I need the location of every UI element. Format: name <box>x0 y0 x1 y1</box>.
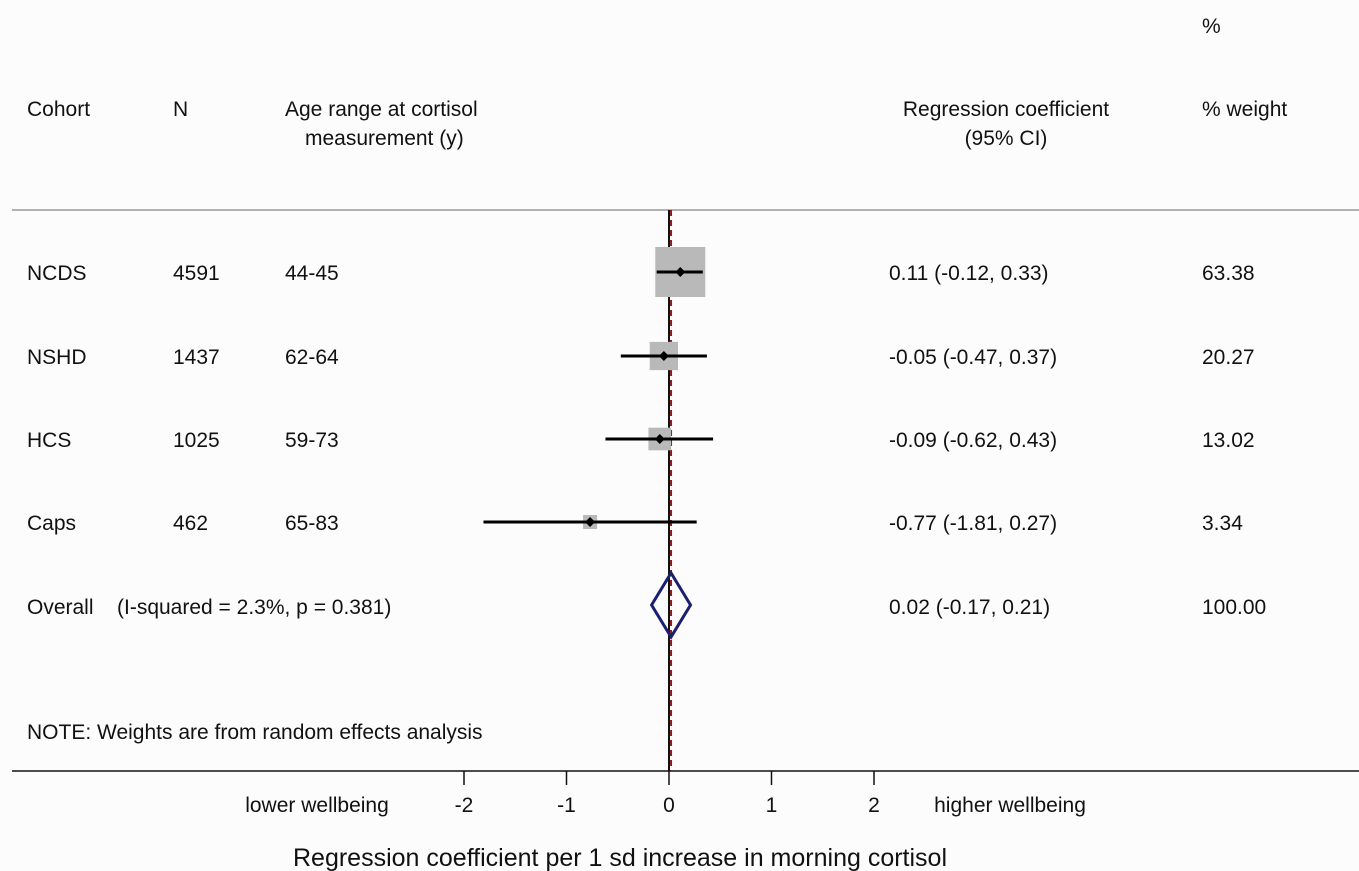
study-cohort: HCS <box>27 429 71 452</box>
study-ci-text: -0.09 (-0.62, 0.43) <box>889 429 1057 452</box>
point-estimate <box>585 517 596 527</box>
overall-weight-text: 100.00 <box>1202 596 1266 619</box>
higher-wellbeing-label: higher wellbeing <box>934 794 1086 817</box>
header-coef-line1: Regression coefficient <box>903 98 1109 121</box>
study-row: NCDS 4591 44-45 0.11 (-0.12, 0.33) 63.38 <box>27 247 1255 297</box>
header-n: N <box>173 98 188 121</box>
overall-diamond <box>649 570 693 640</box>
study-weight-text: 13.02 <box>1202 429 1255 452</box>
study-ci-text: 0.11 (-0.12, 0.33) <box>889 262 1049 285</box>
study-n: 1437 <box>173 346 220 369</box>
study-cohort: NSHD <box>27 346 87 369</box>
study-weight-text: 20.27 <box>1202 346 1255 369</box>
x-tick-label: 0 <box>663 794 675 817</box>
study-n: 462 <box>173 512 208 535</box>
x-tick-label: 2 <box>868 794 880 817</box>
study-age-range: 44-45 <box>285 262 339 285</box>
note-text: NOTE: Weights are from random effects an… <box>27 721 483 744</box>
x-tick-label: -2 <box>455 794 474 817</box>
study-age-range: 65-83 <box>285 512 339 535</box>
study-cohort: Caps <box>27 512 76 535</box>
study-age-range: 59-73 <box>285 429 339 452</box>
overall-ci-text: 0.02 (-0.17, 0.21) <box>889 596 1050 619</box>
study-n: 1025 <box>173 429 220 452</box>
study-row: HCS 1025 59-73 -0.09 (-0.62, 0.43) 13.02 <box>27 427 1255 452</box>
study-weight-text: 63.38 <box>1202 262 1255 285</box>
header-percent: % <box>1202 15 1221 38</box>
study-cohort: NCDS <box>27 262 87 285</box>
point-estimate <box>658 351 669 361</box>
study-ci-text: -0.05 (-0.47, 0.37) <box>889 346 1057 369</box>
point-estimate <box>675 267 686 277</box>
study-ci-text: -0.77 (-1.81, 0.27) <box>889 512 1057 535</box>
lower-wellbeing-label: lower wellbeing <box>245 794 389 817</box>
x-axis-title: Regression coefficient per 1 sd increase… <box>293 844 947 871</box>
study-weight-text: 3.34 <box>1202 512 1243 535</box>
point-estimate <box>654 434 665 444</box>
study-rows: NCDS 4591 44-45 0.11 (-0.12, 0.33) 63.38 NSHD… <box>27 247 1255 535</box>
header-weight: % weight <box>1202 98 1287 121</box>
study-row: Caps 462 65-83 -0.77 (-1.81, 0.27) 3.34 <box>27 512 1243 535</box>
header-age-line2: measurement (y) <box>305 127 464 150</box>
x-tick-label: 1 <box>766 794 778 817</box>
header-age-line1: Age range at cortisol <box>285 98 478 121</box>
header-coef-line2: (95% CI) <box>965 127 1048 150</box>
overall-heterogeneity: (I-squared = 2.3%, p = 0.381) <box>117 596 391 619</box>
header-cohort: Cohort <box>27 98 90 121</box>
study-n: 4591 <box>173 262 220 285</box>
study-age-range: 62-64 <box>285 346 339 369</box>
study-row: NSHD 1437 62-64 -0.05 (-0.47, 0.37) 20.27 <box>27 341 1255 371</box>
x-tick-label: -1 <box>557 794 576 817</box>
overall-label: Overall <box>27 596 94 619</box>
x-axis-ticks: -2 -1 0 1 2 <box>455 771 880 817</box>
